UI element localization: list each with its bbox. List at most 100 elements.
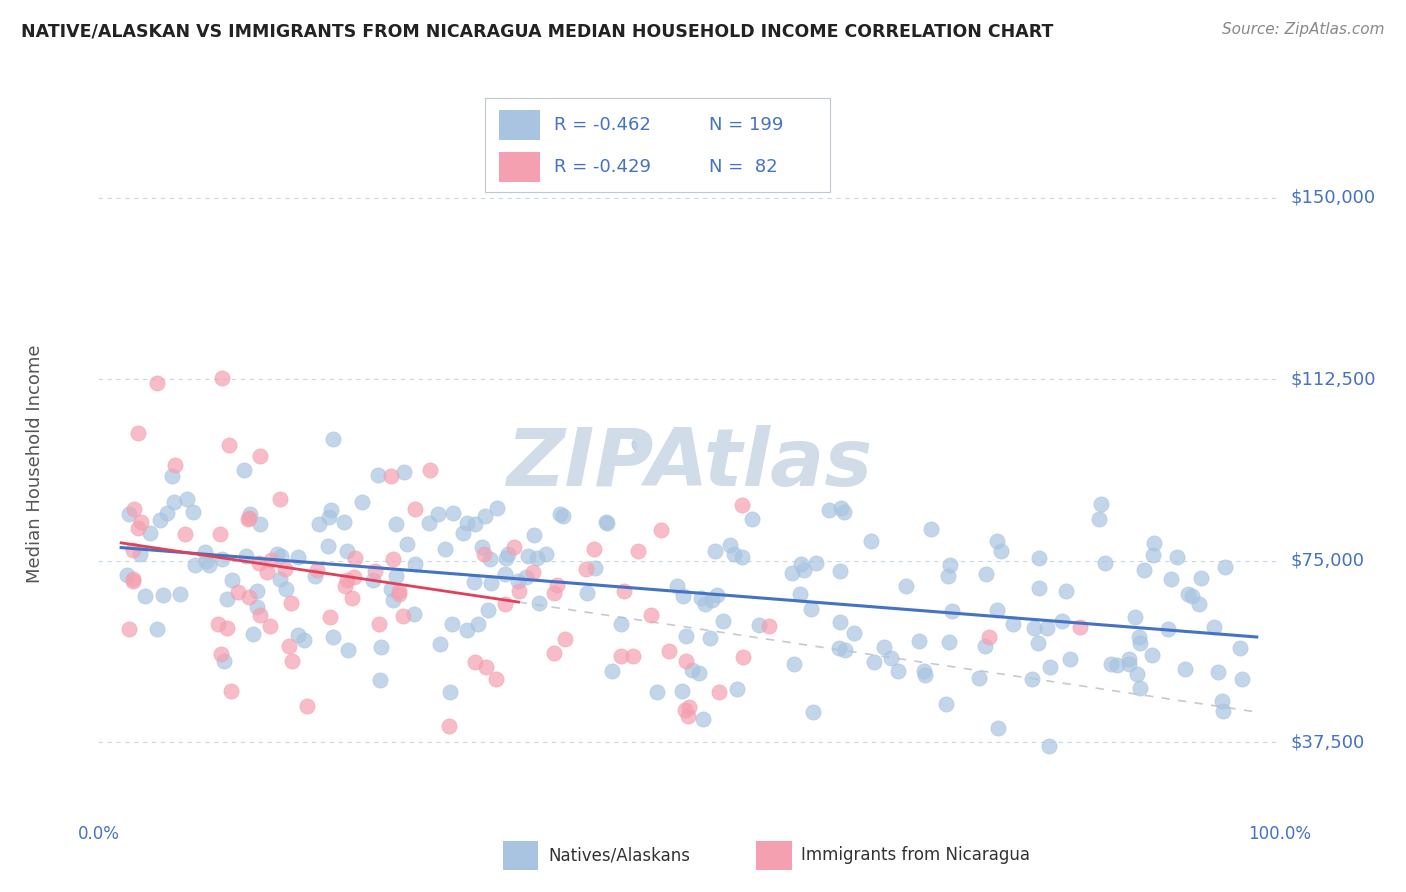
Point (219, 683, 242, 698)
Point (426, 508, 449, 522)
Point (941, 604, 963, 618)
Point (451, 525, 474, 540)
Point (367, 616, 389, 631)
Point (610, 616, 633, 631)
Text: ZIPAtlas: ZIPAtlas (506, 425, 872, 503)
Point (211, 552, 233, 566)
Text: N =  82: N = 82 (709, 159, 778, 177)
Point (690, 591, 713, 606)
Point (517, 549, 540, 564)
Point (249, 607, 271, 622)
Point (238, 511, 260, 525)
Point (1166, 550, 1188, 565)
Text: 0.0%: 0.0% (77, 825, 120, 843)
Point (703, 543, 725, 558)
Point (887, 664, 910, 678)
Point (595, 516, 617, 531)
Point (523, 527, 546, 541)
Point (122, 502, 145, 516)
Point (477, 602, 499, 616)
Point (322, 630, 344, 644)
Point (259, 618, 281, 632)
Point (129, 547, 152, 561)
Point (215, 592, 238, 607)
Point (1212, 704, 1234, 718)
Point (547, 578, 569, 592)
Point (197, 558, 219, 573)
Point (218, 438, 240, 452)
Point (485, 501, 508, 516)
Point (174, 527, 197, 541)
Point (790, 557, 813, 571)
Point (1094, 557, 1116, 571)
Point (388, 587, 411, 601)
Point (1069, 620, 1091, 634)
Point (485, 672, 508, 686)
Point (269, 491, 291, 506)
Point (184, 558, 207, 572)
Point (343, 570, 366, 584)
Point (723, 547, 745, 561)
Point (508, 583, 530, 598)
Point (139, 526, 162, 541)
Point (207, 617, 229, 632)
Point (718, 538, 741, 552)
Point (506, 574, 529, 589)
Point (986, 603, 1008, 617)
Point (368, 673, 391, 688)
Point (1001, 617, 1024, 632)
Point (873, 640, 896, 655)
Point (647, 684, 669, 698)
Point (292, 633, 315, 648)
Point (280, 597, 302, 611)
Point (1107, 658, 1129, 673)
Point (1028, 550, 1050, 565)
Text: $75,000: $75,000 (1291, 551, 1365, 570)
Point (305, 563, 328, 577)
Point (127, 425, 149, 440)
Point (181, 505, 204, 519)
Point (385, 516, 408, 531)
Point (352, 495, 374, 509)
Point (332, 516, 354, 530)
Point (912, 665, 935, 679)
Point (700, 593, 723, 607)
Point (295, 698, 318, 713)
Point (1129, 636, 1152, 650)
Point (1157, 622, 1180, 636)
Point (456, 624, 478, 638)
Point (479, 576, 502, 591)
Point (681, 663, 703, 677)
Point (974, 639, 997, 653)
Point (463, 574, 485, 589)
Point (527, 596, 550, 610)
Point (733, 649, 755, 664)
Point (675, 654, 697, 668)
Point (1099, 657, 1122, 671)
Point (1128, 630, 1150, 644)
Point (731, 498, 754, 512)
Point (522, 565, 544, 579)
Point (908, 634, 931, 648)
Point (494, 566, 516, 581)
Point (676, 709, 699, 723)
Point (1039, 660, 1062, 674)
Point (194, 545, 217, 559)
Point (672, 589, 695, 603)
Point (479, 552, 502, 566)
Point (1229, 641, 1251, 656)
Point (1230, 672, 1253, 686)
Point (828, 641, 851, 656)
Point (678, 700, 700, 714)
Point (304, 569, 326, 583)
Point (1090, 497, 1112, 511)
Point (440, 616, 463, 631)
Point (122, 572, 145, 586)
Point (404, 502, 426, 516)
Point (550, 507, 572, 521)
Point (711, 614, 734, 628)
Point (475, 660, 498, 674)
Point (610, 649, 633, 664)
Point (583, 561, 606, 575)
Point (256, 566, 278, 580)
